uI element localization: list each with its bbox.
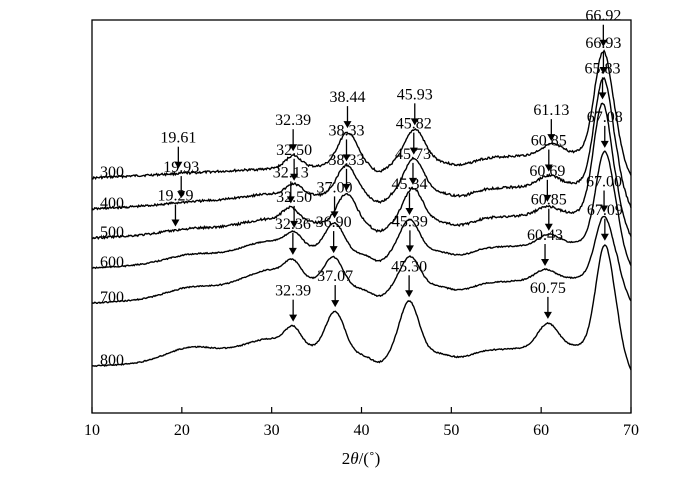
curve-600 bbox=[92, 150, 632, 270]
peak-arrowhead-400-4 bbox=[544, 164, 553, 172]
x-axis-title-theta: θ bbox=[350, 449, 358, 468]
peak-label-300-0: 19.61 bbox=[160, 130, 196, 147]
x-tick-label-40: 40 bbox=[354, 422, 370, 439]
peak-label-600-4: 67.08 bbox=[587, 109, 623, 126]
peak-label-800-0: 32.39 bbox=[275, 283, 311, 300]
peak-label-500-1: 32.13 bbox=[273, 164, 309, 181]
curve-700 bbox=[91, 215, 632, 305]
peak-arrowhead-400-1 bbox=[290, 173, 299, 181]
peak-arrowhead-500-0 bbox=[171, 219, 180, 227]
peak-label-700-1: 36.90 bbox=[316, 214, 352, 231]
peak-arrowhead-500-2 bbox=[342, 183, 351, 191]
peak-label-500-0: 19.29 bbox=[157, 187, 193, 204]
peak-arrowhead-600-2 bbox=[405, 208, 414, 216]
peak-arrowhead-500-3 bbox=[408, 177, 417, 185]
series-label-800: 800 bbox=[100, 352, 124, 369]
peak-label-800-4: 67.09 bbox=[587, 202, 623, 219]
peak-label-500-5: 65.83 bbox=[585, 60, 621, 77]
x-axis-ticks: 10 20 30 40 50 60 70 bbox=[84, 407, 639, 439]
peak-label-300-1: 32.39 bbox=[275, 112, 311, 129]
peak-label-800-3: 60.75 bbox=[530, 280, 566, 297]
series-label-300: 300 bbox=[100, 164, 124, 181]
series-label-400: 400 bbox=[100, 195, 124, 212]
peak-label-800-1: 37.07 bbox=[317, 268, 353, 285]
peak-label-300-4: 61.13 bbox=[533, 102, 569, 119]
peak-label-500-3: 45.73 bbox=[395, 146, 431, 163]
x-tick-label-60: 60 bbox=[533, 422, 549, 439]
x-tick-label-10: 10 bbox=[84, 422, 100, 439]
peak-label-400-4: 60.85 bbox=[531, 133, 567, 150]
peak-arrowhead-300-1 bbox=[289, 144, 298, 152]
series-labels: 300 400 500 600 700 800 bbox=[100, 164, 124, 369]
series-label-700: 700 bbox=[100, 289, 124, 306]
peak-arrowhead-400-0 bbox=[177, 191, 186, 199]
peak-arrowhead-800-3 bbox=[543, 311, 552, 319]
peak-label-700-3: 60.43 bbox=[527, 227, 563, 244]
peak-arrowhead-300-5 bbox=[599, 39, 608, 47]
peak-label-600-1: 37.00 bbox=[317, 179, 353, 196]
peak-arrowhead-500-1 bbox=[286, 196, 295, 204]
peak-label-500-2: 38.33 bbox=[328, 152, 364, 169]
peak-label-300-2: 38.44 bbox=[329, 89, 365, 106]
peak-arrowhead-300-0 bbox=[174, 161, 183, 169]
peak-arrowhead-800-4 bbox=[600, 233, 609, 241]
series-label-500: 500 bbox=[100, 224, 124, 241]
peak-arrowhead-300-4 bbox=[547, 134, 556, 142]
peak-arrowhead-600-1 bbox=[330, 211, 339, 219]
curves bbox=[91, 49, 632, 371]
peak-label-600-0: 32.50 bbox=[276, 189, 312, 206]
peak-label-600-2: 45.34 bbox=[391, 176, 427, 193]
peak-arrowhead-700-2 bbox=[405, 245, 414, 253]
peak-arrowhead-300-2 bbox=[343, 121, 352, 129]
x-tick-label-20: 20 bbox=[174, 422, 190, 439]
peak-arrowhead-700-1 bbox=[329, 246, 338, 254]
peak-arrowhead-800-2 bbox=[405, 290, 414, 298]
curve-400 bbox=[91, 76, 632, 211]
curve-800 bbox=[91, 244, 632, 371]
peak-arrowhead-400-2 bbox=[342, 154, 351, 162]
peak-arrowhead-500-4 bbox=[543, 194, 552, 202]
peak-arrowhead-700-4 bbox=[600, 205, 609, 213]
peak-label-600-3: 60.85 bbox=[531, 192, 567, 209]
peak-label-400-0: 19.93 bbox=[163, 159, 199, 176]
x-tick-label-30: 30 bbox=[264, 422, 280, 439]
peak-arrowhead-400-5 bbox=[599, 67, 608, 75]
peak-label-500-4: 60.69 bbox=[529, 163, 565, 180]
curve-300 bbox=[92, 49, 632, 180]
peak-arrowhead-700-3 bbox=[541, 259, 550, 267]
curve-500 bbox=[91, 102, 632, 241]
peak-arrowhead-300-3 bbox=[410, 118, 419, 126]
x-axis-title: 2θ/(˚) bbox=[342, 449, 381, 468]
peak-label-700-0: 32.36 bbox=[275, 216, 311, 233]
peak-arrowhead-800-0 bbox=[289, 314, 298, 322]
series-label-600: 600 bbox=[100, 254, 124, 271]
peak-arrowhead-600-4 bbox=[600, 140, 609, 148]
peak-label-700-4: 67.00 bbox=[586, 174, 622, 191]
peak-label-400-1: 32.50 bbox=[276, 142, 312, 159]
peak-arrowhead-600-3 bbox=[544, 223, 553, 231]
peak-label-800-2: 45.30 bbox=[391, 258, 427, 275]
peak-label-400-2: 38.33 bbox=[328, 122, 364, 139]
peak-label-400-3: 45.82 bbox=[396, 116, 432, 133]
peak-arrowhead-600-0 bbox=[290, 220, 299, 228]
peak-label-400-5: 66.93 bbox=[585, 35, 621, 52]
peak-arrowhead-400-3 bbox=[409, 147, 418, 155]
peak-arrowhead-500-5 bbox=[598, 92, 607, 100]
peak-label-300-5: 66.92 bbox=[585, 8, 621, 25]
x-tick-label-70: 70 bbox=[623, 422, 639, 439]
peak-label-700-2: 45.39 bbox=[392, 213, 428, 230]
peak-label-300-3: 45.93 bbox=[397, 86, 433, 103]
x-tick-label-50: 50 bbox=[443, 422, 459, 439]
peak-arrowhead-700-0 bbox=[288, 247, 297, 255]
peak-annotations: 19.61 32.39 38.44 45.93 61.13 66.92 19.93 32.50… bbox=[157, 8, 623, 322]
peak-arrowhead-800-1 bbox=[331, 300, 340, 308]
